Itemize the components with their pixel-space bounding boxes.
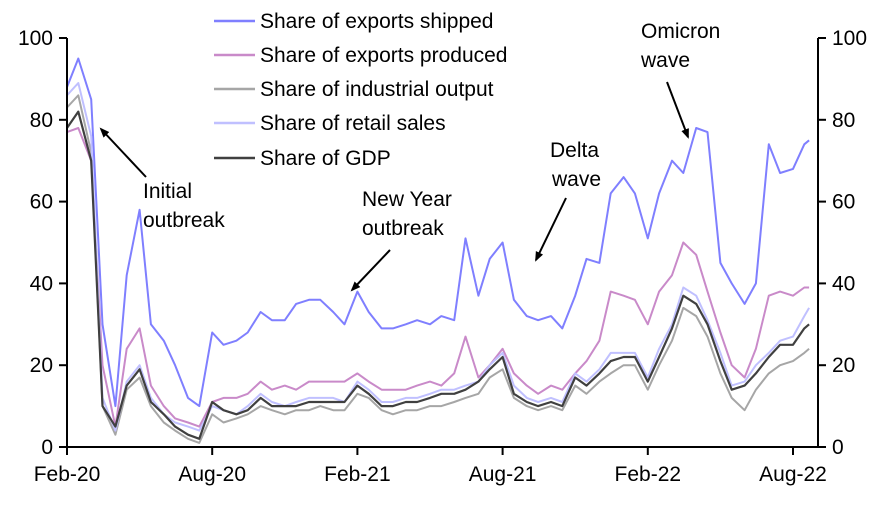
right-y-tick-label: 40 <box>832 272 855 295</box>
left-y-tick-label: 80 <box>30 109 53 132</box>
annotation-text: outbreak <box>143 209 225 232</box>
left-y-tick-label: 60 <box>30 191 53 214</box>
legend-item-retail-sales: Share of retail sales <box>214 112 446 135</box>
legend-item-exports-produced: Share of exports produced <box>214 44 508 67</box>
x-tick-label: Aug-20 <box>178 463 246 486</box>
annotation-text: wave <box>640 49 690 72</box>
right-y-tick-label: 80 <box>832 109 855 132</box>
series-line-share-of-exports-shipped <box>66 57 810 408</box>
x-axis: Feb-20 Aug-20 Feb-21 Aug-21 Feb-22 Aug-22 <box>34 446 827 486</box>
annotation-arrow <box>99 127 147 178</box>
left-y-tick-label: 20 <box>30 354 53 377</box>
left-y-tick-label: 0 <box>41 436 53 459</box>
annotation-text: New Year <box>362 188 452 211</box>
x-tick-label: Feb-20 <box>34 463 101 486</box>
legend-item-exports-shipped: Share of exports shipped <box>214 10 493 33</box>
x-tick-label: Feb-22 <box>615 463 682 486</box>
annotation-text: wave <box>551 168 601 191</box>
annotation-new-year-outbreak: New Year outbreak <box>350 188 452 292</box>
series-line-share-of-industrial-output <box>66 94 810 444</box>
left-y-tick-label: 40 <box>30 272 53 295</box>
legend-label: Share of industrial output <box>260 78 494 101</box>
x-tick-label: Aug-22 <box>759 463 827 486</box>
legend-item-industrial-output: Share of industrial output <box>214 78 494 101</box>
annotation-omicron-wave: Omicron wave <box>640 20 720 139</box>
right-y-tick-label: 100 <box>832 27 867 50</box>
annotation-arrow <box>350 249 391 292</box>
right-y-tick-label: 20 <box>832 354 855 377</box>
x-tick-label: Aug-21 <box>469 463 537 486</box>
annotation-text: outbreak <box>362 217 444 240</box>
annotation-delta-wave: Delta wave <box>535 139 601 262</box>
legend-label: Share of retail sales <box>260 112 446 135</box>
series-layer <box>66 57 810 444</box>
series-line-share-of-exports-produced <box>66 127 810 428</box>
legend-item-gdp: Share of GDP <box>214 147 391 170</box>
series-line-share-of-gdp <box>66 110 810 440</box>
annotation-text: Initial <box>143 180 192 203</box>
x-tick-label: Feb-21 <box>324 463 391 486</box>
left-y-tick-label: 100 <box>18 27 53 50</box>
right-y-tick-label: 60 <box>832 191 855 214</box>
right-y-axis: 0 20 40 60 80 100 <box>817 27 867 459</box>
legend-label: Share of exports shipped <box>260 10 493 33</box>
annotation-initial-outbreak: Initial outbreak <box>99 127 225 232</box>
right-y-tick-label: 0 <box>832 436 844 459</box>
annotation-text: Omicron <box>641 20 720 43</box>
legend: Share of exports shipped Share of export… <box>214 10 508 170</box>
series-line-share-of-retail-sales <box>66 82 810 432</box>
annotation-arrow <box>666 81 689 139</box>
legend-label: Share of exports produced <box>260 44 508 67</box>
annotation-arrow <box>535 197 567 262</box>
legend-label: Share of GDP <box>260 147 391 170</box>
annotation-text: Delta <box>550 139 599 162</box>
left-y-axis: 0 20 40 60 80 100 <box>18 27 68 459</box>
